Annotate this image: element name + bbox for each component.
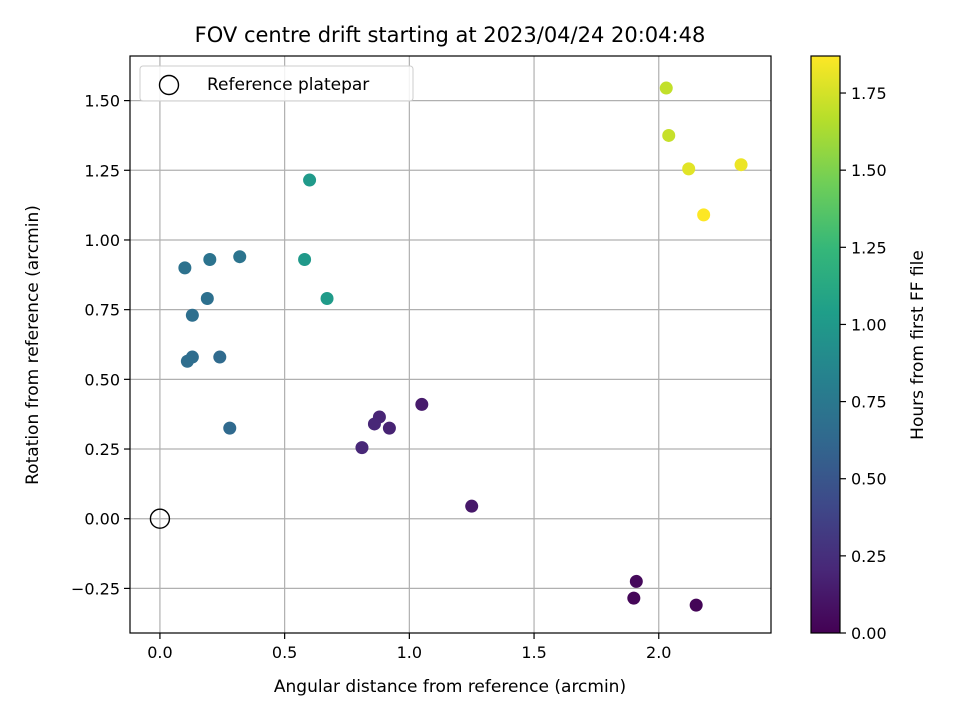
chart-title: FOV centre drift starting at 2023/04/24 … <box>195 23 706 47</box>
y-tick-label: 0.25 <box>84 440 120 459</box>
y-axis: −0.25 0.00 0.25 0.50 0.75 1.00 1.25 1.50 <box>71 92 130 598</box>
y-tick-label: 0.50 <box>84 370 120 389</box>
data-point <box>734 158 748 172</box>
colorbar-tick-label: 1.75 <box>851 84 887 103</box>
data-point <box>185 308 199 322</box>
data-point <box>659 81 673 95</box>
data-point <box>415 397 429 411</box>
x-tick-label: 0.5 <box>272 643 297 662</box>
data-points <box>178 81 748 612</box>
legend-entry-label: Reference platepar <box>207 75 369 95</box>
x-axis-label: Angular distance from reference (arcmin) <box>274 677 626 697</box>
data-point <box>203 252 217 266</box>
reference-platepar-marker <box>149 508 171 529</box>
colorbar: 0.00 0.25 0.50 0.75 1.00 1.25 1.50 1.75 Hours f… <box>810 55 928 643</box>
data-point <box>697 208 711 222</box>
y-tick-label: 0.00 <box>84 510 120 529</box>
colorbar-gradient <box>810 55 841 634</box>
y-tick-label: 1.50 <box>84 92 120 111</box>
data-point <box>465 499 479 513</box>
data-point <box>223 421 237 435</box>
data-point <box>689 598 703 612</box>
x-tick-label: 1.5 <box>521 643 546 662</box>
x-tick-label: 1.0 <box>397 643 422 662</box>
data-point <box>355 441 369 455</box>
data-point <box>367 417 381 431</box>
grid-lines <box>130 56 771 633</box>
data-point <box>233 250 247 264</box>
legend-box <box>139 65 414 102</box>
colorbar-tick-label: 0.25 <box>851 547 887 566</box>
data-point <box>178 261 192 275</box>
y-tick-label: −0.25 <box>71 579 120 598</box>
data-point <box>298 252 312 266</box>
data-point <box>662 128 676 142</box>
data-point <box>682 162 696 176</box>
data-point <box>180 354 194 368</box>
plot-area-frame <box>129 55 772 634</box>
data-point <box>213 350 227 364</box>
colorbar-tick-label: 1.00 <box>851 315 887 334</box>
y-tick-label: 1.00 <box>84 231 120 250</box>
colorbar-tick-label: 0.00 <box>851 624 887 643</box>
colorbar-tick-label: 1.50 <box>851 161 887 180</box>
legend: Reference platepar <box>139 65 414 102</box>
y-axis-label: Rotation from reference (arcmin) <box>23 205 43 485</box>
data-point <box>382 421 396 435</box>
legend-marker-open-circle <box>158 74 180 96</box>
y-tick-label: 1.25 <box>84 161 120 180</box>
colorbar-tick-label: 0.75 <box>851 393 887 412</box>
colorbar-tick-label: 1.25 <box>851 238 887 257</box>
colorbar-label: Hours from first FF file <box>908 250 928 440</box>
data-point <box>303 173 317 187</box>
x-tick-label: 0.0 <box>147 643 172 662</box>
y-tick-label: 0.75 <box>84 301 120 320</box>
data-point <box>200 292 214 306</box>
colorbar-ticks: 0.00 0.25 0.50 0.75 1.00 1.25 1.50 1.75 <box>840 84 887 643</box>
colorbar-tick-label: 0.50 <box>851 470 887 489</box>
x-tick-label: 2.0 <box>646 643 671 662</box>
data-point <box>629 574 643 588</box>
x-axis: 0.0 0.5 1.0 1.5 2.0 <box>147 633 671 662</box>
data-point <box>627 591 641 605</box>
data-point <box>320 292 334 306</box>
